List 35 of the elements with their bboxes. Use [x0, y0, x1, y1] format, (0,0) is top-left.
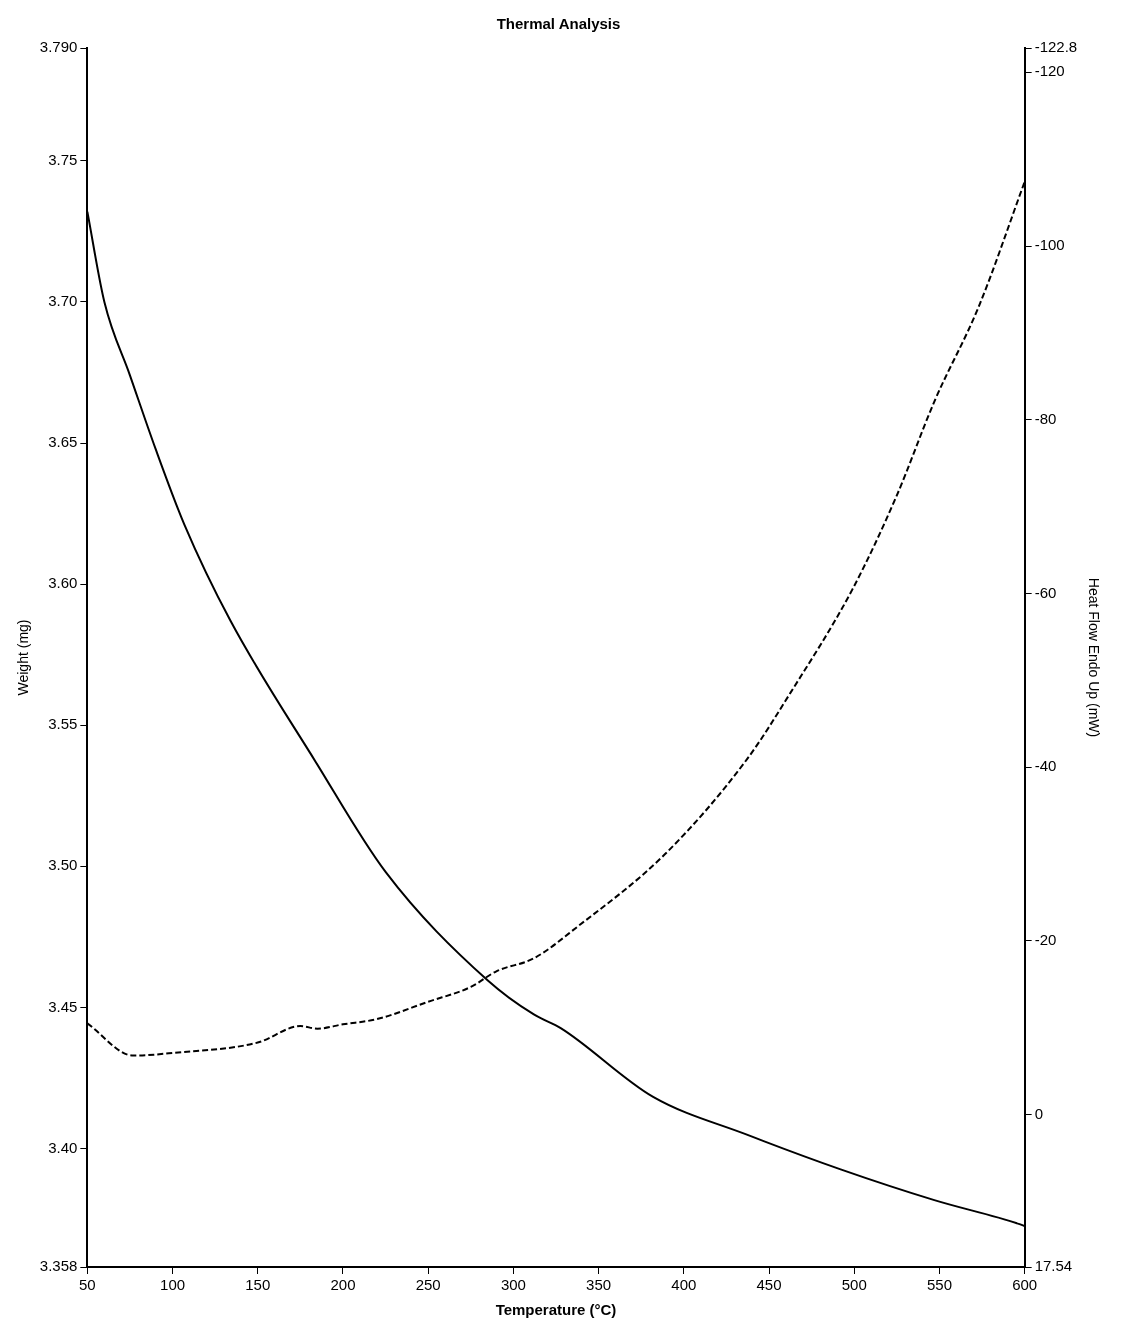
x-tick-label: 600 — [1012, 1276, 1038, 1294]
x-tick-label: 250 — [415, 1276, 441, 1294]
y-tick-label: 3.65 — [48, 433, 78, 451]
y2-tick-label: -100 — [1034, 236, 1065, 254]
chart-title: Thermal Analysis — [496, 15, 621, 33]
y-tick-label: 3.70 — [48, 292, 78, 310]
x-tick-label: 150 — [245, 1276, 271, 1294]
y-tick-label: 3.40 — [48, 1138, 78, 1156]
y2-tick-label: -60 — [1034, 583, 1057, 601]
y-tick-label: 3.50 — [48, 856, 78, 874]
y2-tick-label: -120 — [1034, 62, 1065, 80]
y-axis-title: Weight (mg) — [15, 619, 32, 696]
y-tick-label: 3.45 — [48, 997, 78, 1015]
y2-tick-label: -122.8 — [1034, 38, 1078, 56]
x-tick-label: 200 — [330, 1276, 356, 1294]
x-tick-label: 100 — [160, 1276, 186, 1294]
y-tick-label: 3.790 — [39, 38, 78, 56]
y-tick-label: 3.55 — [48, 715, 78, 733]
y-tick-label: 3.358 — [39, 1257, 78, 1275]
y2-tick-label: 0 — [1034, 1104, 1044, 1122]
y2-axis-title: Heat Flow Endo Up (mW) — [1085, 577, 1102, 738]
x-tick-label: 350 — [586, 1276, 612, 1294]
x-tick-label: 500 — [841, 1276, 867, 1294]
x-tick-label: 450 — [756, 1276, 782, 1294]
x-tick-label: 400 — [671, 1276, 697, 1294]
y2-tick-label: -20 — [1034, 931, 1057, 949]
x-tick-label: 300 — [500, 1276, 526, 1294]
x-axis-title: Temperature (°C) — [495, 1301, 617, 1319]
x-tick-label: 50 — [78, 1276, 96, 1294]
y2-tick-label: -40 — [1034, 757, 1057, 775]
x-tick-label: 550 — [926, 1276, 952, 1294]
y2-tick-label: -80 — [1034, 409, 1057, 427]
y-tick-label: 3.60 — [48, 574, 78, 592]
y-tick-label: 3.75 — [48, 151, 78, 169]
y2-tick-label: 17.54 — [1034, 1257, 1073, 1275]
